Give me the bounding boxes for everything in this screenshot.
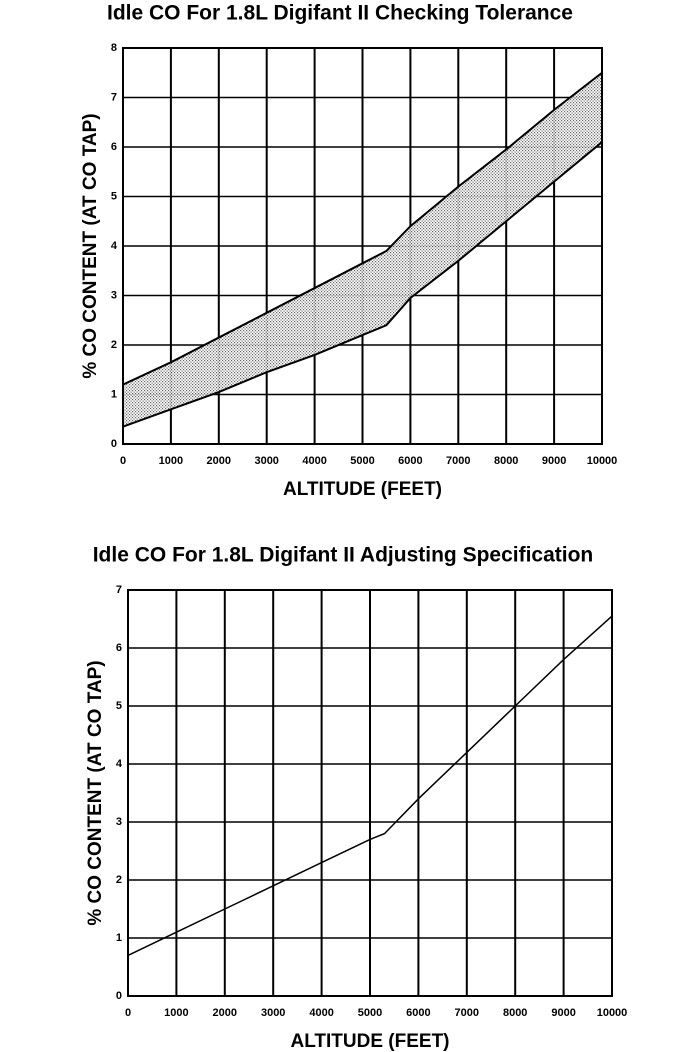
y-tick-label: 6	[116, 642, 122, 654]
line	[127, 615, 613, 957]
x-axis-label: ALTITUDE (FEET)	[283, 479, 442, 500]
plot-frame	[122, 47, 603, 445]
y-tick-label: 1	[111, 388, 117, 400]
x-tick-label: 5000	[358, 1007, 382, 1019]
x-tick-label: 6000	[398, 455, 422, 467]
x-tick-label: 4000	[302, 455, 326, 467]
x-tick-label: 2000	[213, 1007, 237, 1019]
y-tick-label: 0	[111, 438, 117, 450]
x-tick-label: 3000	[261, 1007, 285, 1019]
y-tick-label: 8	[111, 42, 117, 54]
y-tick-label: 2	[116, 874, 122, 886]
tolerance-band	[123, 72, 602, 427]
y-tick-label: 7	[111, 91, 117, 103]
y-axis-label: % CO CONTENT (AT CO TAP)	[80, 113, 101, 378]
x-tick-label: 2000	[207, 455, 231, 467]
x-tick-label: 1000	[159, 455, 183, 467]
y-tick-label: 6	[111, 141, 117, 153]
x-tick-label: 7000	[455, 1007, 479, 1019]
y-axis-label: % CO CONTENT (AT CO TAP)	[85, 660, 106, 925]
y-tick-label: 3	[116, 816, 122, 828]
chart-title: Idle CO For 1.8L Digifant II Adjusting S…	[93, 544, 594, 567]
x-tick-label: 7000	[446, 455, 470, 467]
y-tick-label: 4	[111, 240, 118, 252]
lower-edge	[122, 141, 603, 428]
y-tick-label: 5	[116, 700, 122, 712]
x-tick-label: 9000	[551, 1007, 575, 1019]
plot-frame	[127, 589, 613, 997]
x-tick-label: 3000	[254, 455, 278, 467]
x-tick-label: 6000	[406, 1007, 430, 1019]
x-tick-label: 0	[120, 455, 126, 467]
x-tick-label: 9000	[542, 455, 566, 467]
x-tick-label: 0	[125, 1007, 131, 1019]
x-tick-label: 4000	[309, 1007, 333, 1019]
y-tick-label: 7	[116, 584, 122, 596]
x-tick-label: 8000	[494, 455, 518, 467]
x-tick-label: 1000	[164, 1007, 188, 1019]
y-tick-label: 5	[111, 190, 117, 202]
y-tick-label: 1	[116, 932, 122, 944]
chart-title: Idle CO For 1.8L Digifant II Checking To…	[107, 2, 573, 25]
y-tick-label: 2	[111, 339, 117, 351]
y-tick-label: 4	[116, 758, 123, 770]
y-tick-label: 0	[116, 990, 122, 1002]
x-axis-label: ALTITUDE (FEET)	[290, 1031, 449, 1052]
y-tick-label: 3	[111, 289, 117, 301]
x-tick-label: 10000	[597, 1007, 628, 1019]
x-tick-label: 8000	[503, 1007, 527, 1019]
x-tick-label: 5000	[350, 455, 374, 467]
upper-edge	[122, 71, 603, 386]
x-tick-label: 10000	[587, 455, 618, 467]
